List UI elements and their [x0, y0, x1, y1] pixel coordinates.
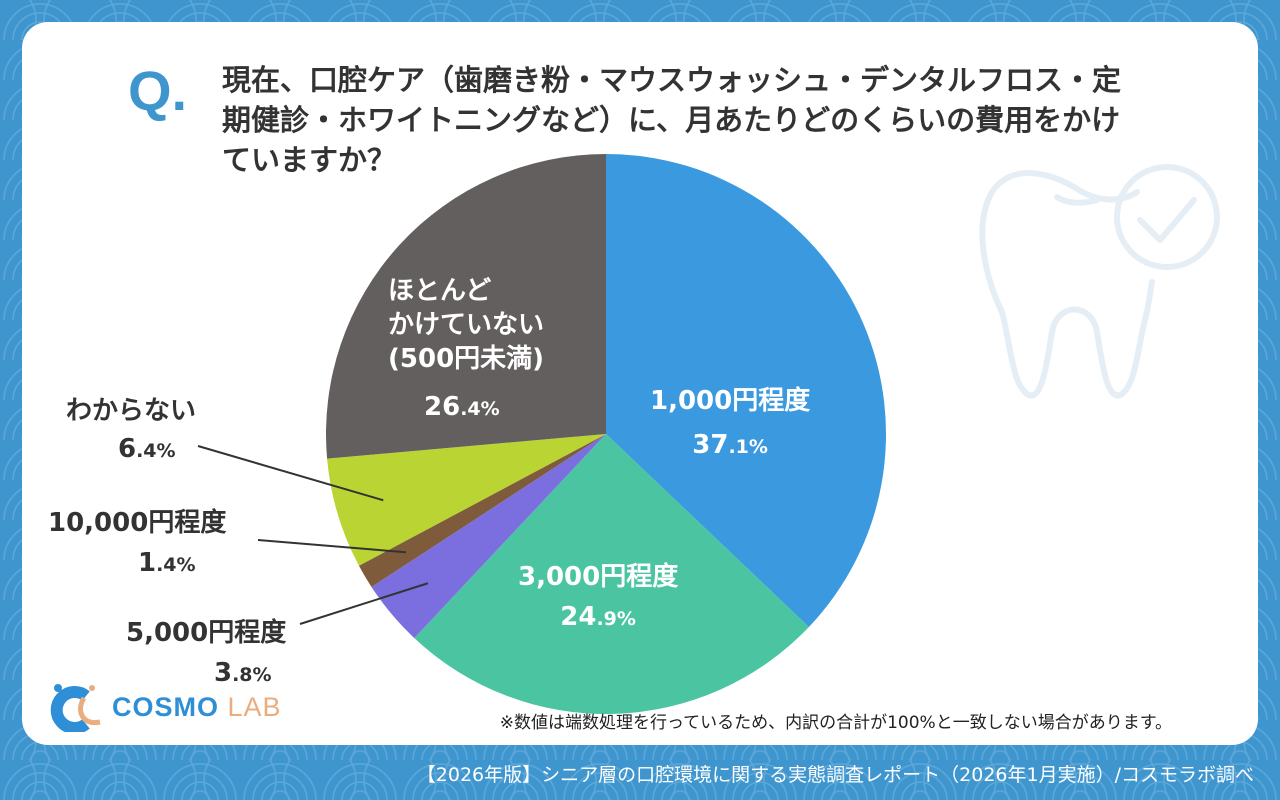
title-line: 期健診・ホワイトニングなど）に、月あたりどのくらいの費用をかけ [222, 103, 1121, 137]
pie-chart [197, 154, 886, 715]
percent-label: 26.4% [424, 392, 500, 422]
slice-label-1000: 1,000円程度 37.1% [650, 384, 810, 464]
category-label: わからない [66, 396, 197, 426]
question-mark: Q. [128, 59, 188, 122]
slice-label-10000: 10,000円程度 1.4% [48, 506, 226, 582]
category-label: 10,000円程度 [48, 508, 227, 538]
slice-label-unknown: わからない 6.4% [66, 394, 196, 468]
percent-label: 1.4% [138, 548, 196, 578]
logo-mark-icon [50, 684, 101, 732]
tooth-check-icon [979, 164, 1220, 399]
category-label: ほとんど [388, 276, 492, 306]
category-label: 5,000円程度 [126, 618, 287, 648]
title-line: 現在、口腔ケア（歯磨き粉・マウスウォッシュ・デンタルフロス・定 [222, 63, 1122, 97]
pie-slice [327, 434, 606, 566]
source-caption: 【2026年版】シニア層の口腔環境に関する実態調査レポート（2026年1月実施）… [416, 764, 1254, 786]
category-label: 1,000円程度 [650, 386, 811, 416]
category-label: 3,000円程度 [518, 562, 679, 592]
logo-text-lab: LAB [227, 691, 282, 722]
logo-text: COSMO [112, 691, 220, 722]
percent-label: 3.8% [214, 658, 272, 688]
title-line: ていますか？ [222, 143, 397, 177]
leader-line [197, 445, 384, 502]
leader-line [299, 582, 429, 625]
footnote: ※数値は端数処理を行っているため、内訳の合計が100%と一致しない場合があります… [499, 713, 1172, 733]
slice-label-hardly: ほとんど かけていない (500円未満) 26.4% [388, 274, 544, 426]
pie-slice [371, 434, 606, 639]
infographic-card: Q. 現在、口腔ケア（歯磨き粉・マウスウォッシュ・デンタルフロス・定 期健診・ホ… [22, 22, 1258, 745]
cosmo-lab-logo: COSMO LAB [46, 682, 282, 732]
pie-slice [414, 434, 809, 715]
percent-label: 24.9% [560, 602, 636, 632]
category-label: (500円未満) [388, 344, 545, 374]
slice-label-3000: 3,000円程度 24.9% [518, 560, 678, 636]
percent-label: 37.1% [692, 430, 768, 460]
pie-slice [606, 154, 886, 627]
pie-slice [358, 434, 606, 587]
category-label: かけていない [388, 310, 545, 340]
percent-label: 6.4% [118, 434, 176, 464]
pie-slice [325, 154, 606, 459]
leader-line [257, 539, 407, 554]
slice-label-5000: 5,000円程度 3.8% [126, 616, 286, 692]
question-title: 現在、口腔ケア（歯磨き粉・マウスウォッシュ・デンタルフロス・定 期健診・ホワイト… [222, 60, 1121, 180]
